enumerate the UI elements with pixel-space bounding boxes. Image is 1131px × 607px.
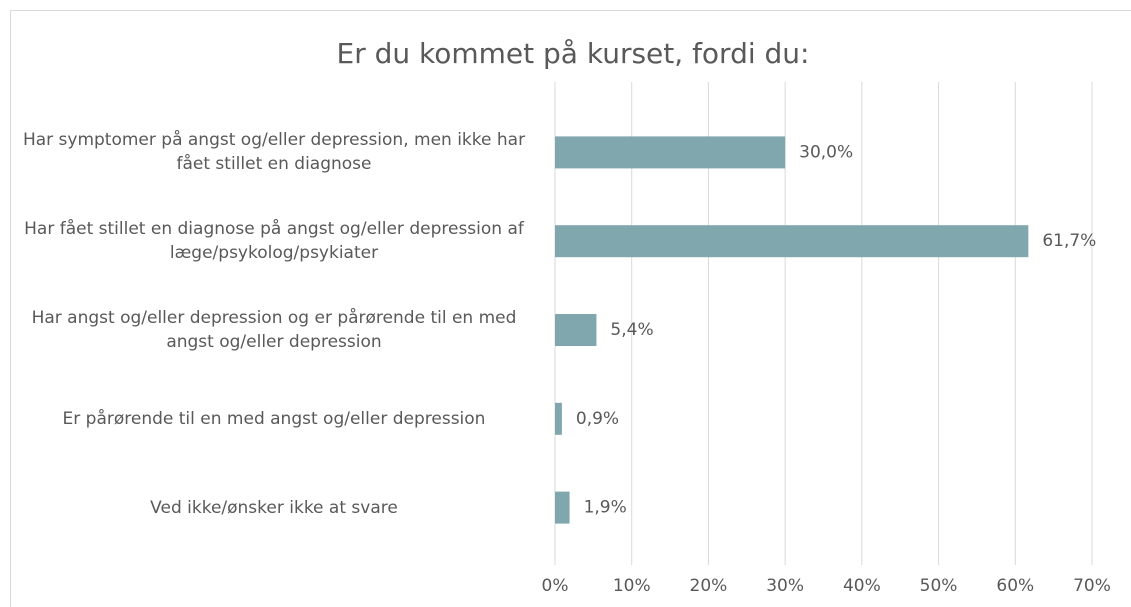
bar bbox=[555, 491, 570, 524]
data-label: 0,9% bbox=[576, 409, 619, 429]
x-tick-label: 40% bbox=[843, 576, 881, 596]
bar bbox=[555, 314, 597, 346]
y-tick-label: Har symptomer på angst og/eller depressi… bbox=[22, 130, 526, 175]
data-label: 61,7% bbox=[1042, 231, 1096, 251]
x-tick-label: 30% bbox=[766, 576, 804, 596]
data-label: 30,0% bbox=[799, 142, 853, 162]
y-tick-label: Har fået stillet en diagnose på angst og… bbox=[24, 219, 524, 264]
bar bbox=[555, 402, 562, 435]
x-tick-label: 0% bbox=[542, 576, 569, 596]
x-tick-label: 10% bbox=[613, 576, 651, 596]
y-tick-label: Ved ikke/ønsker ikke at svare bbox=[150, 497, 398, 518]
chart-title: Er du kommet på kurset, fordi du: bbox=[337, 37, 810, 70]
y-tick-label: Har angst og/eller depression og er pårø… bbox=[31, 308, 517, 352]
bar bbox=[555, 136, 786, 169]
data-label: 1,9% bbox=[584, 498, 627, 518]
data-label: 5,4% bbox=[610, 320, 653, 340]
x-tick-label: 60% bbox=[996, 576, 1034, 596]
x-tick-label: 50% bbox=[920, 576, 958, 596]
y-tick-label: Er pårørende til en med angst og/eller d… bbox=[62, 408, 486, 429]
bar bbox=[555, 225, 1029, 258]
x-tick-label: 20% bbox=[690, 576, 728, 596]
x-tick-label: 70% bbox=[1073, 576, 1111, 596]
chart-border bbox=[10, 10, 1131, 607]
